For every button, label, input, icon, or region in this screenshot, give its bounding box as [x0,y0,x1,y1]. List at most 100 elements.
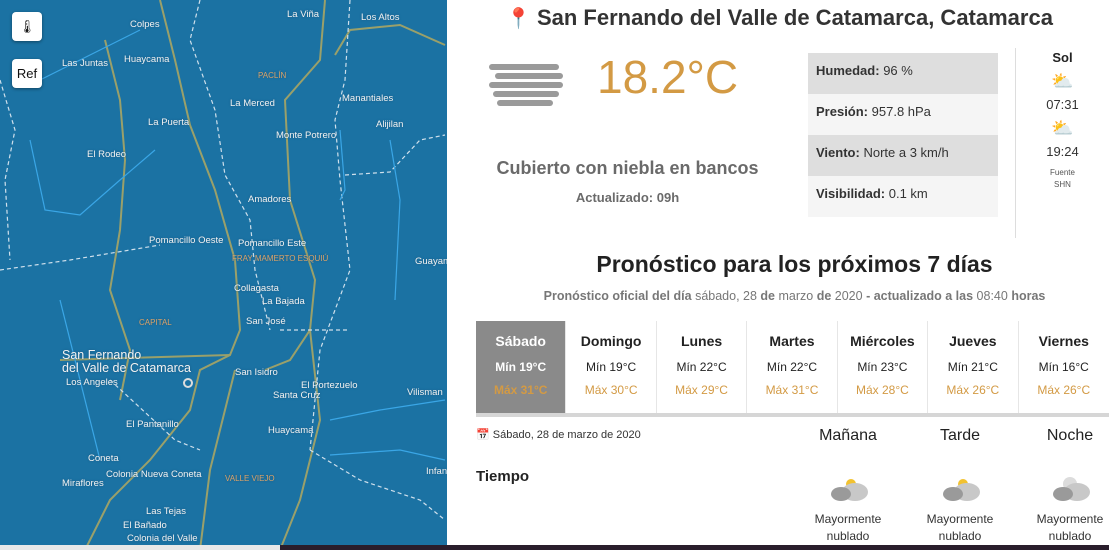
source-label: Fuente [1050,168,1075,177]
partly-cloudy-night-icon [1053,477,1090,501]
sub-part: Pronóstico oficial del día [543,289,692,303]
partly-cloudy-day-icon [831,479,868,501]
condition-line: nublado [826,529,870,543]
partly-cloudy-day-icon [943,479,980,501]
map-label: Colonia del Valle [127,533,198,544]
period-afternoon: Tarde [939,427,981,444]
map-label: El Portezuelo [301,380,358,391]
weather-row-label: Tiempo [476,468,530,485]
source: Fuente SHN [1016,167,1109,191]
detail-label: Presión: [816,104,869,119]
bottom-strip [0,545,280,550]
day-tab-sabado[interactable]: Sábado Mín 19°C Máx 31°C [476,321,567,413]
location-name: San Fernando del Valle de Catamarca, Cat… [536,5,1053,30]
day-name: Lunes [680,333,723,349]
sunrise-time: 07:31 [1046,97,1079,112]
day-tab-viernes[interactable]: Viernes Mín 16°C Máx 26°C [1019,321,1109,413]
calendar-icon: 📅 [476,429,490,441]
sub-part: 2020 [834,289,863,303]
bottom-bar [280,545,1109,550]
day-min: Mín 21°C [947,360,998,374]
map-label: Collagasta [234,283,279,294]
map[interactable]: 🌡 Ref Colpes La Viña Los Altos Las Junta… [0,0,447,550]
detail-label: Visibilidad: [816,186,886,201]
map-city-label: San Fernando del Valle de Catamarca [62,349,191,375]
map-label: Vilisman [407,387,443,398]
map-label: Infan [426,466,447,477]
day-max: Máx 29°C [675,383,728,397]
map-label: Las Juntas [62,58,108,69]
day-name: Jueves [949,333,997,349]
sun-title: Sol [1052,50,1073,65]
thermometer-icon[interactable]: 🌡 [12,12,42,41]
visibility-row: Visibilidad: 0.1 km [808,176,998,217]
detail-value: 957.8 hPa [871,104,931,119]
night-condition: Mayormente nublado [1015,511,1109,545]
sunrise-icon: ⛅ [1051,71,1074,91]
city-line-2: del Valle de Catamarca [62,361,192,375]
map-district-label: PACLÍN [258,71,287,80]
sunset-time: 19:24 [1046,144,1079,159]
day-min: Mín 22°C [676,360,727,374]
condition-line: nublado [1048,529,1092,543]
map-label: Pomancillo Oeste [149,235,224,246]
humidity-row: Humedad: 96 % [808,53,998,94]
sub-part: 08:40 [976,289,1008,303]
updated-time: Actualizado: 09h [575,190,680,205]
day-min: Mín 16°C [1038,360,1089,374]
map-roads [0,0,446,550]
morning-condition: Mayormente nublado [793,511,903,545]
city-line-1: San Fernando [62,348,142,362]
details-table: Humedad: 96 % Presión: 957.8 hPa Viento:… [808,53,998,217]
day-tab-martes[interactable]: Martes Mín 22°C Máx 31°C [747,321,838,413]
map-label: La Viña [287,9,320,20]
map-label: Colpes [130,19,160,30]
map-pin-icon: 📍 [506,8,531,30]
sub-part: sábado, 28 [695,289,757,303]
day-min: Mín 19°C [495,360,547,374]
map-label: Los Angeles [66,377,118,388]
condition-line: Mayormente [1036,512,1104,526]
map-label: El Pantanillo [126,419,179,430]
map-label: Guayam [415,256,447,267]
sub-part: marzo [778,289,814,303]
forecast-heading: Pronóstico para los próximos 7 días [596,251,993,277]
sub-part: - actualizado a las [866,289,974,303]
map-district-label: CAPITAL [139,318,172,327]
detail-label: Humedad: [816,63,880,78]
map-label: Pomancillo Este [238,238,307,249]
map-district-label: VALLE VIEJO [225,474,275,483]
map-label: La Bajada [262,296,305,307]
sunset-icon: ⛅ [1051,118,1074,138]
fog-icon [487,64,567,108]
map-label: San Isidro [235,367,278,378]
day-name: Sábado [495,333,546,349]
day-tab-jueves[interactable]: Jueves Mín 21°C Máx 26°C [928,321,1019,413]
day-name: Miércoles [850,333,915,349]
day-tab-domingo[interactable]: Domingo Mín 19°C Máx 30°C [566,321,657,413]
map-district-label: FRAY MAMERTO ESQUIÚ [232,254,329,263]
detail-value: 96 % [883,63,913,78]
sub-part: horas [1011,289,1046,303]
sun-panel: Sol ⛅ 07:31 ⛅ 19:24 Fuente SHN [1015,48,1109,238]
map-label: Los Altos [361,12,400,23]
pressure-row: Presión: 957.8 hPa [808,94,998,135]
map-label: Miraflores [62,478,104,489]
day-max: Máx 26°C [1037,383,1091,397]
ref-button[interactable]: Ref [12,59,42,88]
map-label: La Merced [230,98,275,109]
date-text: Sábado, 28 de marzo de 2020 [492,429,641,441]
detail-value: Norte a 3 km/h [863,145,949,160]
day-min: Mín 22°C [766,360,818,374]
map-label: Coneta [88,453,119,464]
day-max: Máx 26°C [946,383,1000,397]
map-label: La Puerta [148,117,190,128]
map-label: El Rodeo [87,149,127,160]
day-tab-miercoles[interactable]: Miércoles Mín 23°C Máx 28°C [838,321,929,413]
day-tab-lunes[interactable]: Lunes Mín 22°C Máx 29°C [657,321,748,413]
day-max: Máx 31°C [493,383,548,397]
period-morning: Mañana [819,427,877,444]
condition-line: Mayormente [814,512,882,526]
day-max: Máx 31°C [765,383,819,397]
day-min: Mín 23°C [857,360,908,374]
